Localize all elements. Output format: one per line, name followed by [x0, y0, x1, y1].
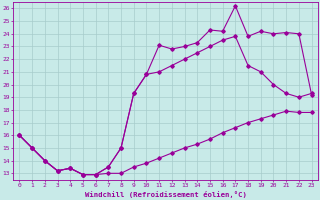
- X-axis label: Windchill (Refroidissement éolien,°C): Windchill (Refroidissement éolien,°C): [84, 191, 246, 198]
